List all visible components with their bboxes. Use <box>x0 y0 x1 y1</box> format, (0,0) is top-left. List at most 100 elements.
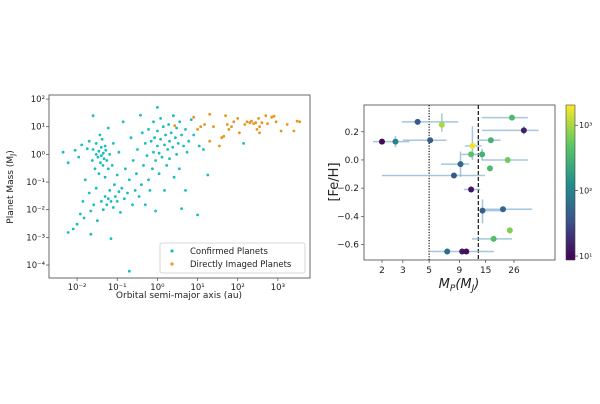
confirmed-planet-point <box>168 139 171 143</box>
confirmed-planet-point <box>174 136 177 140</box>
confirmed-planet-point <box>101 208 105 212</box>
directly-imaged-planet-point <box>196 127 200 131</box>
directly-imaged-planet-point <box>212 125 215 129</box>
confirmed-planet-point <box>180 133 184 137</box>
planet-point <box>504 156 511 163</box>
x-tick-label: 10³ <box>271 283 285 293</box>
y-tick-label: −0.4 <box>337 212 359 222</box>
confirmed-planet-point <box>94 186 98 190</box>
confirmed-planet-point <box>75 222 79 226</box>
planet-point <box>450 172 457 179</box>
planet-point <box>506 227 513 234</box>
directly-imaged-planet-point <box>250 119 253 123</box>
directly-imaged-planet-point <box>272 114 276 118</box>
confirmed-planet-point <box>99 161 102 165</box>
x-tick-label: 10¹ <box>190 283 204 293</box>
x-tick-label: 10² <box>231 283 245 293</box>
confirmed-planet-point <box>187 139 191 143</box>
confirmed-planet-point <box>66 231 70 234</box>
confirmed-planet-point <box>85 147 89 151</box>
confirmed-planet-point <box>83 178 87 182</box>
confirmed-planet-point <box>80 143 84 147</box>
y-tick-label: 10⁻⁴ <box>26 261 45 271</box>
confirmed-planet-point <box>180 207 184 211</box>
confirmed-planet-point <box>105 203 109 207</box>
confirmed-planet-point <box>152 120 155 124</box>
x-tick-label: 2 <box>379 266 385 276</box>
confirmed-planet-point <box>120 186 124 190</box>
confirmed-planet-point <box>90 159 94 162</box>
directly-imaged-planet-point <box>258 131 261 135</box>
confirmed-planet-point <box>61 150 65 154</box>
right-x-axis-label: MP(MJ) <box>439 277 480 294</box>
confirmed-planet-point <box>153 136 157 140</box>
colorbar-ticks: 10¹ 10² 10³ <box>575 121 592 261</box>
directly-imaged-planet-point <box>224 114 228 118</box>
confirmed-planet-point <box>164 133 168 137</box>
confirmed-planet-point <box>103 144 107 148</box>
planet-point <box>438 121 445 128</box>
directly-imaged-planet-point <box>220 136 224 140</box>
confirmed-planet-point <box>176 142 180 145</box>
confirmed-planet-point <box>124 167 127 171</box>
x-tick-label: 9 <box>457 266 463 276</box>
confirmed-planet-point <box>151 167 154 171</box>
x-tick-label: 3 <box>400 266 406 276</box>
x-tick-label: 5 <box>426 266 432 276</box>
confirmed-planet-point <box>140 131 144 135</box>
directly-imaged-planet-point <box>257 117 260 120</box>
directly-imaged-planet-point <box>208 139 212 143</box>
confirmed-planet-point <box>111 206 115 209</box>
directly-imaged-planet-point <box>232 120 236 124</box>
directly-imaged-planet-point <box>258 125 261 129</box>
right-points <box>378 114 527 255</box>
confirmed-planet-point <box>101 151 105 155</box>
directly-imaged-planet-point <box>236 117 240 120</box>
confirmed-planet-point <box>149 139 153 143</box>
confirmed-planet-point <box>109 237 113 241</box>
confirmed-planet-point <box>78 212 82 216</box>
confirmed-planet-point <box>119 211 122 214</box>
right-ticks: 2 3 5 9 15 26 0.2 0.0 −0.2 −0.4 −0.6 <box>337 128 520 276</box>
planet-point <box>414 118 421 125</box>
directly-imaged-planet-point <box>298 120 302 124</box>
colorbar-tick-label: 10² <box>579 187 592 196</box>
confirmed-planet-point <box>115 173 119 177</box>
confirmed-planet-point <box>156 144 159 148</box>
y-tick-label: 10⁻³ <box>26 233 45 243</box>
confirmed-planet-point <box>126 191 129 195</box>
confirmed-planet-point <box>143 142 147 145</box>
confirmed-planet-point <box>242 142 246 145</box>
confirmed-planet-point <box>77 155 81 159</box>
y-tick-label: 0.0 <box>345 156 360 166</box>
confirmed-planet-point <box>145 154 149 158</box>
directly-imaged-planet-point <box>208 112 212 116</box>
confirmed-planet-point <box>121 120 125 124</box>
confirmed-planet-point <box>73 148 77 152</box>
x-tick-label: 26 <box>508 266 520 276</box>
confirmed-planet-point <box>127 269 131 273</box>
confirmed-planet-point <box>175 126 179 130</box>
confirmed-planet-point <box>154 209 158 213</box>
directly-imaged-planet-point <box>192 115 196 119</box>
confirmed-planet-point <box>99 154 103 158</box>
confirmed-planet-point <box>115 200 119 203</box>
confirmed-planet-point <box>175 153 179 156</box>
right-y-axis-label: [Fe/H] <box>327 162 342 201</box>
confirmed-planet-point <box>71 227 75 231</box>
confirmed-planet-point <box>152 150 155 154</box>
directly-imaged-planet-point <box>292 129 296 133</box>
planet-point <box>459 248 466 255</box>
confirmed-planet-point <box>184 127 187 131</box>
confirmed-planet-point <box>133 189 137 192</box>
confirmed-planet-point <box>127 178 131 182</box>
confirmed-planet-point <box>109 200 113 203</box>
planet-point <box>463 248 470 255</box>
confirmed-planet-point <box>122 197 126 201</box>
confirmed-planet-point <box>66 161 70 165</box>
confirmed-planet-point <box>96 155 100 159</box>
planet-point <box>508 114 515 121</box>
confirmed-planet-point <box>167 123 171 126</box>
planet-point <box>468 151 475 158</box>
metallicity-vs-mass-chart: 2 3 5 9 15 26 0.2 0.0 −0.2 −0.4 −0.6 MP(MJ) [Fe/H]… <box>327 104 592 294</box>
